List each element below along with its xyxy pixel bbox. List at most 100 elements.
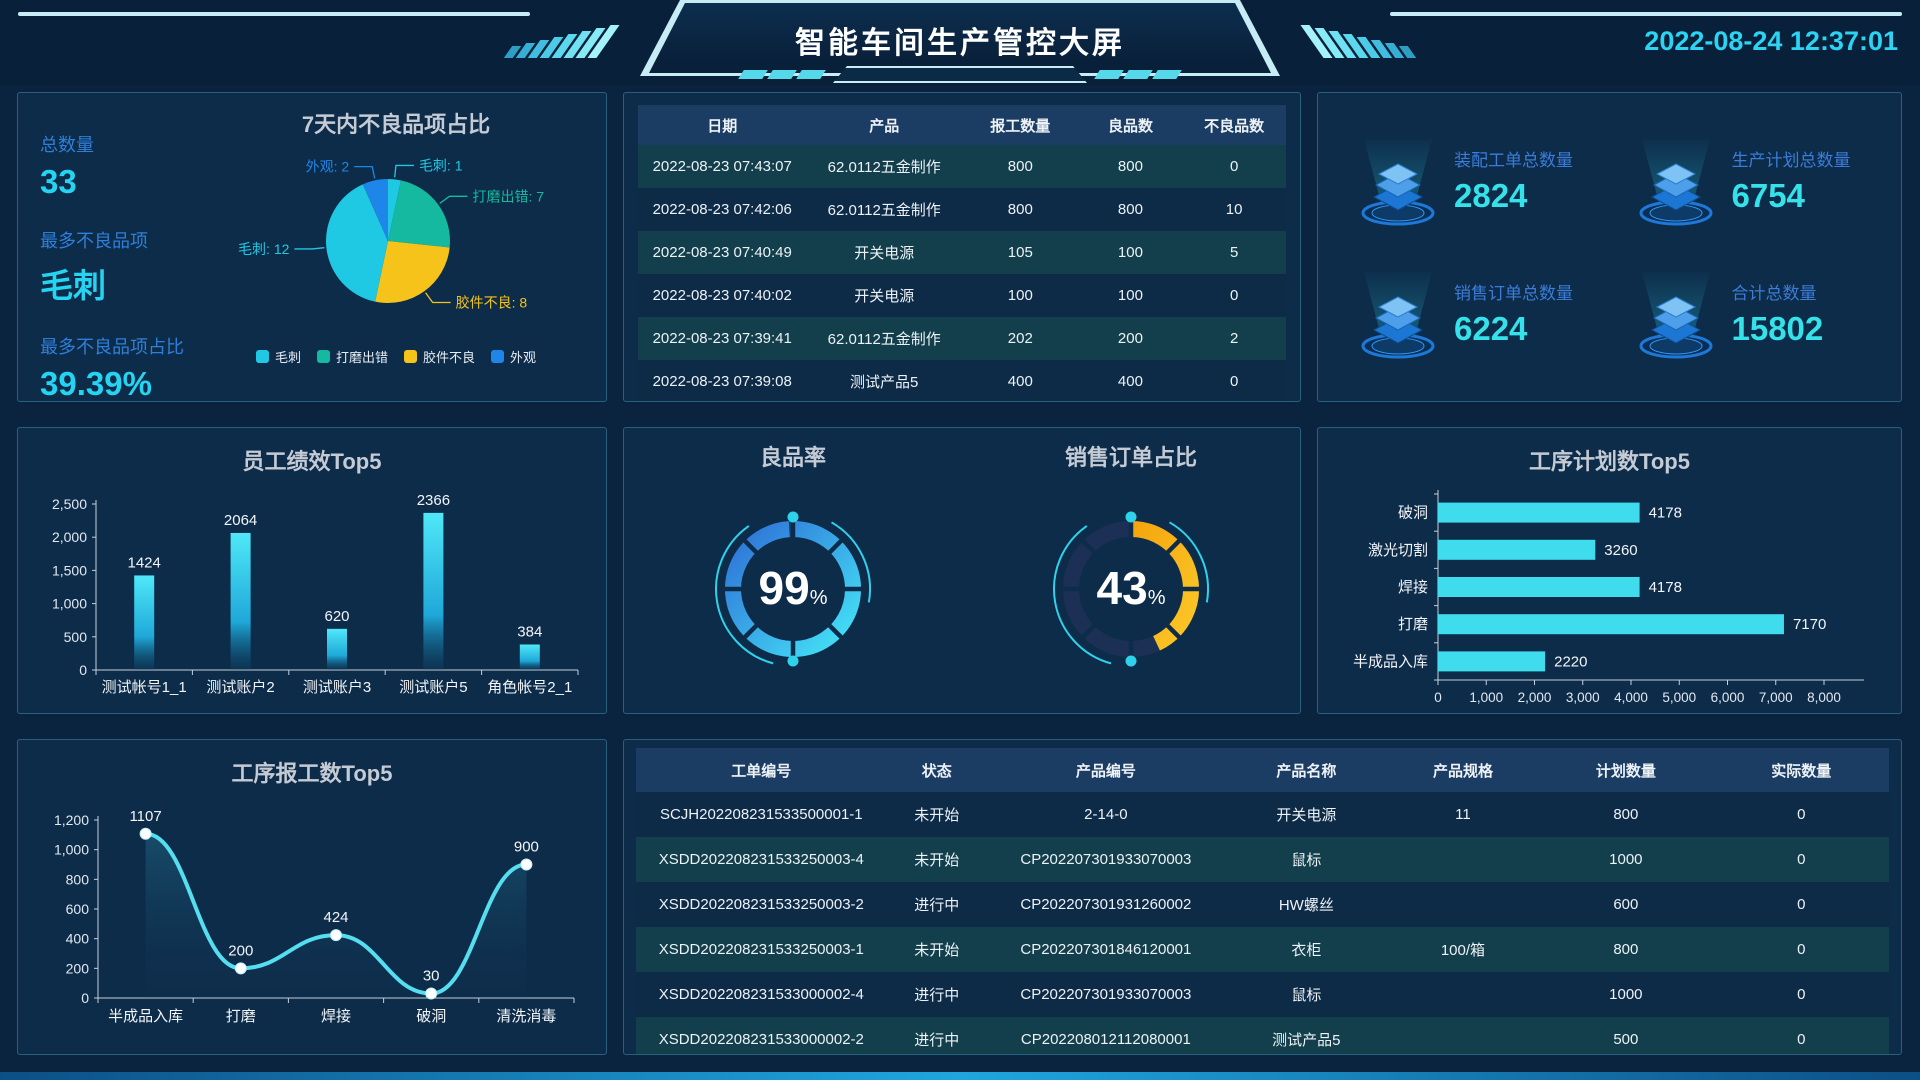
svg-text:1107: 1107 — [129, 808, 161, 825]
table-cell: 400 — [1007, 373, 1033, 390]
table-cell: 100 — [1007, 287, 1033, 304]
table-cell: SCJH202208231533500001-1 — [659, 806, 863, 823]
svg-text:0: 0 — [81, 990, 89, 1006]
stat-card: 合计总数量 15802 — [1610, 250, 1888, 377]
legend-label: 毛刺 — [274, 350, 301, 365]
header: 智能车间生产管控大屏 2022-08-24 12:37:01 — [0, 0, 1920, 86]
table-cell: 2-14-0 — [1084, 806, 1128, 823]
yield-gauge-col: 良品率 99% — [624, 428, 962, 713]
pie-chart: 毛刺: 1 打磨出错: 7 胶件不良: 8 毛刺: 12 外观: 2 — [238, 157, 544, 310]
column-header: 产品 — [806, 105, 962, 145]
table-cell: 开关电源 — [854, 245, 915, 262]
svg-text:1,000: 1,000 — [1469, 690, 1503, 705]
svg-text:8,000: 8,000 — [1807, 690, 1841, 705]
svg-text:99%: 99% — [759, 562, 828, 614]
table-cell: 进行中 — [914, 1032, 960, 1049]
table-cell: 800 — [1007, 201, 1033, 218]
panel-gauges: 良品率 99% 销售订单占比 43% — [623, 427, 1301, 714]
svg-text:30: 30 — [423, 968, 440, 985]
table-cell: 100 — [1117, 287, 1143, 304]
stat-value: 毛刺 — [40, 267, 106, 304]
table-cell: 10 — [1225, 201, 1243, 218]
svg-text:毛刺: 12: 毛刺: 12 — [238, 241, 290, 257]
pie-legend: 毛刺 打磨出错 胶件不良 外观 — [255, 347, 536, 366]
table-row: XSDD202208231533000002-4 进行中 CP20220730193… — [636, 972, 1889, 1017]
header-stripes-left — [503, 18, 620, 58]
svg-text:620: 620 — [324, 608, 349, 625]
table-cell: 0 — [1797, 851, 1806, 868]
svg-text:1,000: 1,000 — [54, 842, 89, 858]
svg-text:打磨出错: 7: 打磨出错: 7 — [472, 188, 544, 204]
table-cell: 600 — [1613, 896, 1639, 913]
stat-card-value: 6754 — [1731, 177, 1805, 214]
table-cell: 2022-08-23 07:40:49 — [652, 244, 792, 261]
svg-text:打磨: 打磨 — [226, 1008, 256, 1025]
svg-text:7170: 7170 — [1792, 616, 1825, 633]
svg-text:3260: 3260 — [1604, 542, 1637, 559]
page-title: 智能车间生产管控大屏 — [795, 27, 1125, 60]
svg-text:3,000: 3,000 — [1565, 690, 1599, 705]
stat-value: 33 — [40, 163, 77, 200]
panel-process-plan-top5: 工序计划数Top5 0 1,000 2,000 3,000 4,000 5,000 6,00… — [1317, 427, 1902, 714]
svg-text:测试账户3: 测试账户3 — [303, 679, 371, 696]
svg-text:焊接: 焊接 — [321, 1008, 351, 1025]
table-row: 2022-08-23 07:39:41 62.0112五金制作 202 200 2 — [638, 317, 1286, 360]
report-line-chart: 0 200 400 600 800 1,000 1,200 1107 半成品入库 200 打磨 424… — [34, 790, 590, 1042]
table-cell: CP202207301933070003 — [1020, 986, 1192, 1003]
layers-icon — [1361, 271, 1435, 358]
column-header: 产品名称 — [1224, 748, 1388, 792]
table-cell: 0 — [1229, 373, 1239, 390]
header-stripes-right — [1300, 18, 1417, 58]
svg-text:1424: 1424 — [128, 554, 161, 571]
table-cell — [1388, 882, 1538, 927]
table-cell — [1388, 1017, 1538, 1054]
legend-item: 外观 — [491, 347, 536, 366]
table-row: XSDD202208231533250003-1 未开始 CP20220730184… — [636, 927, 1889, 972]
column-header: 状态 — [886, 748, 987, 792]
panel-title: 工序计划数Top5 — [1529, 449, 1690, 474]
table-cell: XSDD202208231533250003-2 — [658, 896, 864, 913]
svg-text:毛刺: 1: 毛刺: 1 — [419, 157, 463, 173]
legend-item: 胶件不良 — [404, 347, 475, 366]
defect-stats: 总数量 33 最多不良品项 毛刺 最多不良品项占比 39.39% — [32, 103, 200, 401]
table-cell: 2022-08-23 07:40:02 — [652, 287, 792, 304]
svg-text:2,000: 2,000 — [52, 529, 87, 545]
table-row: 2022-08-23 07:43:07 62.0112五金制作 800 800 0 — [638, 145, 1286, 188]
table-cell: 开关电源 — [854, 288, 915, 305]
layers-icon — [1361, 138, 1435, 225]
table-cell: 62.0112五金制作 — [827, 202, 941, 219]
panel-title: 员工绩效Top5 — [242, 449, 382, 474]
table-row: XSDD202208231533250003-4 未开始 CP20220730193… — [636, 837, 1889, 882]
table-cell: 2022-08-23 07:39:08 — [652, 373, 792, 390]
table-cell: 0 — [1797, 806, 1806, 823]
sales-gauge-col: 销售订单占比 43% — [962, 428, 1300, 713]
svg-text:破洞: 破洞 — [416, 1008, 446, 1025]
svg-text:2366: 2366 — [417, 492, 450, 509]
main-grid: 总数量 33 最多不良品项 毛刺 最多不良品项占比 39.39% 7天内不良品项占比 毛刺… — [0, 86, 1920, 1055]
svg-text:测试账户2: 测试账户2 — [206, 679, 274, 696]
table-cell: CP202207301933070003 — [1020, 851, 1192, 868]
table-cell — [1388, 837, 1538, 882]
svg-text:1,200: 1,200 — [54, 812, 89, 828]
svg-text:2064: 2064 — [224, 512, 257, 529]
legend-label: 外观 — [510, 350, 537, 365]
column-header: 计划数量 — [1538, 748, 1714, 792]
bottom-accent-strip — [0, 1072, 1920, 1080]
column-header: 报工数量 — [961, 105, 1079, 145]
panel-totals: 装配工单总数量 2824 生产计划总数量 6754 销售订单总数量 6224 合计总数量 15… — [1317, 92, 1902, 402]
table-cell: 1000 — [1609, 851, 1643, 868]
stat-card: 销售订单总数量 6224 — [1332, 250, 1610, 377]
table-cell: 5 — [1229, 244, 1239, 261]
legend-swatch — [491, 350, 505, 363]
svg-text:400: 400 — [66, 931, 90, 947]
svg-text:6,000: 6,000 — [1710, 690, 1744, 705]
stat-label: 最多不良品项 — [40, 231, 148, 251]
column-header: 良品数 — [1078, 105, 1183, 145]
panel-workorder-table: 工单编号 状态 产品编号 产品名称 产品规格 计划数量 实际数量 SCJH2022082315… — [623, 739, 1902, 1055]
table-cell: 62.0112五金制作 — [827, 159, 941, 176]
table-cell: 800 — [1117, 158, 1143, 175]
table-cell: 进行中 — [914, 897, 960, 914]
legend-item: 毛刺 — [255, 347, 301, 366]
table-cell: 0 — [1229, 287, 1239, 304]
